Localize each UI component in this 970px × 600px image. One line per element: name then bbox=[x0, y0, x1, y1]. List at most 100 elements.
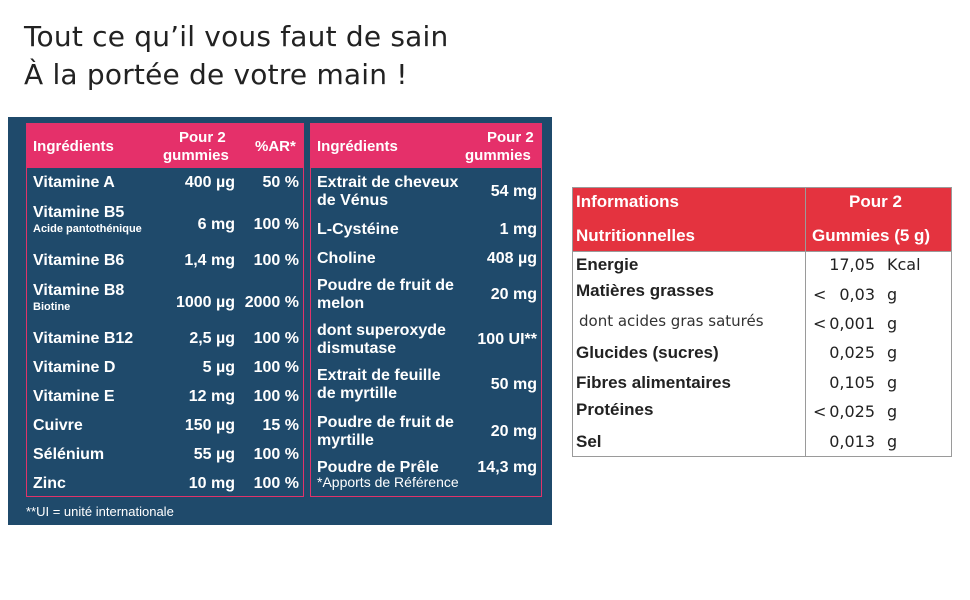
extract-row: dont superoxyde dismutase 100 UI** bbox=[311, 322, 541, 362]
vitamin-name: Vitamine B6 bbox=[33, 252, 124, 270]
extract-amount: 50 mg bbox=[490, 376, 537, 393]
nutrition-unit: g bbox=[887, 402, 898, 421]
column-divider bbox=[805, 188, 806, 456]
extract-name-line2: myrtille bbox=[317, 432, 374, 449]
extract-row: Poudre de Prêle 14,3 mg bbox=[311, 459, 541, 483]
extract-name: Extrait de cheveux de Vénus bbox=[317, 174, 458, 210]
header-amount-right-line2: gummies bbox=[465, 147, 531, 164]
nutrition-header bbox=[573, 188, 951, 251]
nutrition-unit: g bbox=[887, 373, 898, 392]
header-ingredients: Ingrédients bbox=[33, 138, 114, 155]
vitamin-row: Zinc 10 mg 100 % bbox=[27, 475, 303, 501]
nutrition-unit: g bbox=[887, 314, 898, 333]
header-ar: %AR* bbox=[255, 138, 296, 155]
nutrition-header-right-1: Pour 2 bbox=[849, 192, 902, 211]
vitamin-name-text: Sélénium bbox=[33, 446, 105, 463]
extract-row: Extrait de feuille de myrtille 50 mg bbox=[311, 367, 541, 407]
nutrition-label: Sel bbox=[576, 432, 602, 451]
extract-name-line1: Poudre de Prêle bbox=[317, 459, 439, 476]
extract-name-line2: dismutase bbox=[317, 340, 397, 357]
extracts-table: Ingrédients Pour 2 gummies Extrait de ch… bbox=[310, 123, 542, 497]
extract-amount: 1 mg bbox=[499, 221, 537, 238]
header-ingredients-right: Ingrédients bbox=[317, 138, 398, 155]
extract-name-line1: Extrait de feuille bbox=[317, 367, 441, 384]
ar-footnote: *Apports de Référence bbox=[317, 474, 459, 490]
nutrition-value: 0,105 bbox=[829, 373, 875, 392]
vitamin-amount: 1,4 mg bbox=[184, 252, 235, 269]
extracts-table-header: Ingrédients Pour 2 gummies bbox=[311, 124, 541, 168]
extract-name-line2: de myrtille bbox=[317, 385, 398, 402]
nutrition-prefix: < bbox=[813, 285, 827, 304]
extract-amount: 20 mg bbox=[490, 423, 537, 440]
vitamin-name-text: Vitamine B12 bbox=[33, 330, 134, 347]
vitamin-ar: 100 % bbox=[253, 216, 299, 233]
vitamin-name-text: Vitamine B6 bbox=[33, 252, 125, 269]
extract-name: dont superoxyde dismutase bbox=[317, 322, 446, 358]
nutrition-value: 0,03 bbox=[839, 285, 875, 304]
vitamin-ar: 15 % bbox=[262, 417, 299, 434]
nutrition-unit: g bbox=[887, 432, 898, 451]
vitamin-row: Cuivre 150 µg 15 % bbox=[27, 417, 303, 443]
extract-name-line2: melon bbox=[317, 295, 365, 312]
vitamins-table-header: Ingrédients Pour 2 gummies %AR* bbox=[27, 124, 303, 168]
extract-name: Choline bbox=[317, 250, 376, 268]
extract-name-line1: Poudre de fruit de bbox=[317, 414, 454, 431]
vitamin-row: Vitamine B6 1,4 mg 100 % bbox=[27, 252, 303, 278]
vitamin-ar: 100 % bbox=[253, 252, 299, 269]
vitamin-row: Vitamine A 400 µg 50 % bbox=[27, 174, 303, 200]
vitamin-name-text: Cuivre bbox=[33, 417, 83, 434]
vitamin-row: Vitamine B8 Biotine 1000 µg 2000 % bbox=[27, 282, 303, 326]
nutrition-value: 0,025 bbox=[829, 343, 875, 362]
vitamin-ar: 50 % bbox=[262, 174, 299, 191]
ingredients-panel: Ingrédients Pour 2 gummies %AR* Vitamine… bbox=[8, 117, 552, 525]
nutrition-header-left-2: Nutritionnelles bbox=[576, 226, 696, 245]
extract-amount: 408 µg bbox=[486, 250, 537, 267]
nutrition-label: Energie bbox=[576, 255, 639, 274]
nutrition-value: 17,05 bbox=[829, 255, 875, 274]
vitamin-ar: 100 % bbox=[253, 388, 299, 405]
vitamin-subname: Biotine bbox=[33, 301, 71, 313]
vitamin-row: Vitamine E 12 mg 100 % bbox=[27, 388, 303, 414]
vitamin-name-text: Vitamine B8 bbox=[33, 282, 125, 299]
extract-amount: 54 mg bbox=[490, 183, 537, 200]
headline-line-2: À la portée de votre main ! bbox=[24, 58, 408, 91]
vitamin-name: Cuivre bbox=[33, 417, 83, 435]
header-amount-line2: gummies bbox=[163, 147, 229, 164]
vitamin-amount: 150 µg bbox=[184, 417, 235, 434]
extract-name: Extrait de feuille de myrtille bbox=[317, 367, 441, 403]
vitamin-amount: 400 µg bbox=[184, 174, 235, 191]
nutrition-value: 0,025 bbox=[829, 402, 875, 421]
nutrition-value: 0,001 bbox=[829, 314, 875, 333]
vitamin-amount: 55 µg bbox=[193, 446, 235, 463]
vitamin-name: Sélénium bbox=[33, 446, 104, 464]
vitamin-ar: 2000 % bbox=[244, 294, 299, 311]
vitamin-name: Vitamine D bbox=[33, 359, 115, 377]
nutrition-label: Fibres alimentaires bbox=[576, 373, 731, 392]
extract-amount: 100 UI** bbox=[477, 331, 537, 348]
extract-name: Poudre de fruit de melon bbox=[317, 277, 454, 313]
extract-amount: 20 mg bbox=[490, 286, 537, 303]
vitamin-name: Vitamine B8 Biotine bbox=[33, 282, 124, 313]
extract-name: Poudre de fruit de myrtille bbox=[317, 414, 454, 450]
nutrition-unit: Kcal bbox=[887, 255, 921, 274]
nutrition-prefix: < bbox=[813, 314, 827, 333]
vitamin-ar: 100 % bbox=[253, 475, 299, 492]
vitamin-amount: 6 mg bbox=[197, 216, 235, 233]
vitamin-subname: Acide pantothénique bbox=[33, 223, 142, 235]
extract-name-line1: L-Cystéine bbox=[317, 221, 399, 238]
vitamin-row: Vitamine D 5 µg 100 % bbox=[27, 359, 303, 385]
extract-name-line1: dont superoxyde bbox=[317, 322, 446, 339]
extract-row: Poudre de fruit de myrtille 20 mg bbox=[311, 414, 541, 454]
extract-name: L-Cystéine bbox=[317, 221, 399, 239]
nutrition-header-left-1: Informations bbox=[576, 192, 679, 211]
header-amount-right-line1: Pour 2 bbox=[487, 129, 534, 146]
vitamin-ar: 100 % bbox=[253, 446, 299, 463]
vitamin-row: Sélénium 55 µg 100 % bbox=[27, 446, 303, 472]
headline-line-1: Tout ce qu’il vous faut de sain bbox=[24, 20, 449, 53]
headline: Tout ce qu’il vous faut de sain À la por… bbox=[24, 18, 448, 94]
nutrition-unit: g bbox=[887, 285, 898, 304]
vitamin-name: Vitamine E bbox=[33, 388, 115, 406]
nutrition-value: 0,013 bbox=[829, 432, 875, 451]
vitamin-name: Zinc bbox=[33, 475, 66, 493]
vitamins-table: Ingrédients Pour 2 gummies %AR* Vitamine… bbox=[26, 123, 304, 497]
